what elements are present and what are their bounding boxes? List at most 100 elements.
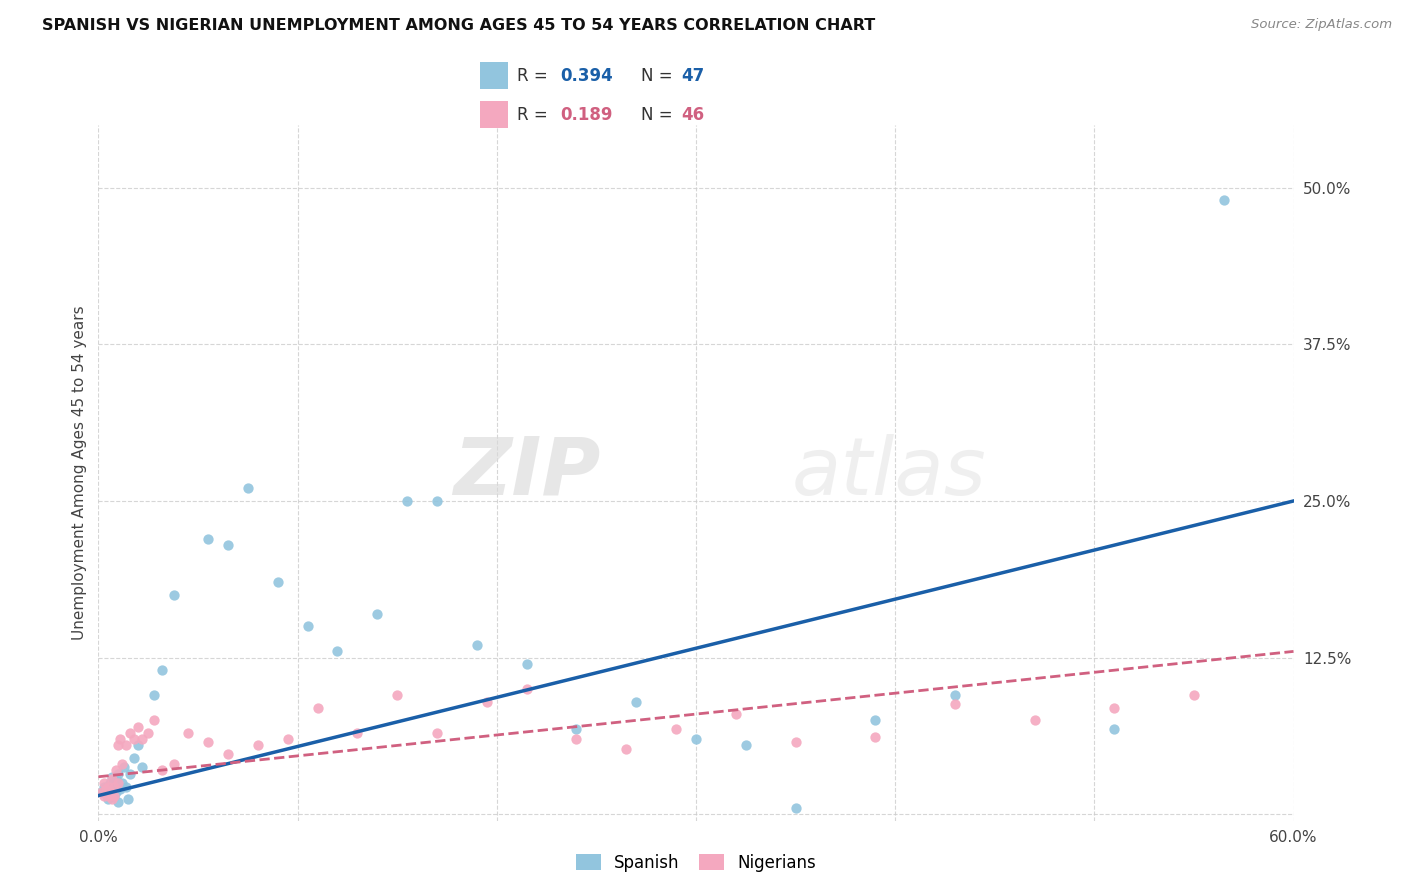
Point bbox=[1024, 714, 1046, 728]
Point bbox=[624, 694, 647, 708]
Point bbox=[105, 785, 128, 799]
Point bbox=[143, 714, 166, 728]
Point bbox=[150, 764, 173, 778]
Point bbox=[475, 694, 498, 708]
Point bbox=[124, 732, 146, 747]
Point bbox=[307, 701, 329, 715]
Point bbox=[103, 780, 125, 794]
Point bbox=[127, 739, 149, 753]
Point bbox=[665, 722, 688, 736]
Point bbox=[107, 795, 129, 809]
Point bbox=[110, 732, 132, 747]
Point bbox=[163, 757, 186, 772]
Point bbox=[105, 764, 128, 778]
Point bbox=[366, 607, 388, 621]
Point bbox=[97, 789, 120, 803]
Point bbox=[297, 619, 319, 633]
Point bbox=[246, 739, 269, 753]
Point bbox=[131, 760, 153, 774]
Text: 47: 47 bbox=[682, 67, 704, 85]
Point bbox=[112, 760, 135, 774]
Text: R =: R = bbox=[517, 105, 554, 123]
Point bbox=[101, 792, 124, 806]
Point bbox=[93, 789, 115, 803]
Point bbox=[465, 638, 488, 652]
Point bbox=[101, 772, 124, 787]
Point bbox=[685, 732, 707, 747]
Text: atlas: atlas bbox=[792, 434, 987, 512]
Point bbox=[111, 757, 134, 772]
Point bbox=[346, 726, 368, 740]
Point bbox=[98, 776, 122, 790]
Point bbox=[136, 726, 159, 740]
Text: 46: 46 bbox=[682, 105, 704, 123]
Point bbox=[277, 732, 299, 747]
Point bbox=[143, 688, 166, 702]
Point bbox=[943, 688, 966, 702]
Point bbox=[103, 780, 125, 794]
Point bbox=[426, 726, 449, 740]
Point bbox=[396, 494, 419, 508]
Point bbox=[96, 782, 118, 797]
Point bbox=[98, 789, 122, 804]
Point bbox=[150, 663, 173, 677]
Legend: Spanish, Nigerians: Spanish, Nigerians bbox=[569, 847, 823, 879]
Point bbox=[120, 726, 142, 740]
Point bbox=[326, 644, 349, 658]
Point bbox=[131, 732, 153, 747]
Text: R =: R = bbox=[517, 67, 554, 85]
Point bbox=[785, 734, 807, 748]
Point bbox=[1182, 688, 1205, 702]
Point bbox=[101, 770, 124, 784]
Point bbox=[197, 734, 219, 748]
Point bbox=[120, 767, 142, 781]
Point bbox=[107, 767, 129, 781]
Text: N =: N = bbox=[641, 67, 678, 85]
Point bbox=[267, 575, 290, 590]
Point bbox=[163, 588, 186, 602]
Text: ZIP: ZIP bbox=[453, 434, 600, 512]
Text: SPANISH VS NIGERIAN UNEMPLOYMENT AMONG AGES 45 TO 54 YEARS CORRELATION CHART: SPANISH VS NIGERIAN UNEMPLOYMENT AMONG A… bbox=[42, 18, 876, 33]
Point bbox=[91, 785, 114, 799]
Point bbox=[724, 707, 747, 722]
Point bbox=[117, 792, 139, 806]
Point bbox=[91, 785, 114, 799]
Point bbox=[177, 726, 200, 740]
Point bbox=[1212, 193, 1234, 207]
Point bbox=[863, 730, 886, 744]
Bar bbox=[481, 62, 508, 89]
Point bbox=[96, 787, 118, 801]
Point bbox=[197, 532, 219, 546]
Point bbox=[785, 801, 807, 815]
Point bbox=[101, 785, 124, 799]
Point bbox=[115, 780, 138, 794]
Point bbox=[93, 776, 115, 790]
Point bbox=[93, 780, 115, 794]
Point bbox=[614, 742, 637, 756]
Point bbox=[565, 722, 588, 736]
Point bbox=[98, 785, 122, 799]
Point bbox=[97, 792, 120, 806]
Text: N =: N = bbox=[641, 105, 678, 123]
Text: 0.394: 0.394 bbox=[561, 67, 613, 85]
Point bbox=[107, 776, 129, 790]
Point bbox=[217, 747, 239, 762]
Point bbox=[943, 697, 966, 711]
Point bbox=[115, 739, 138, 753]
Point bbox=[127, 720, 149, 734]
Point bbox=[111, 776, 134, 790]
Point bbox=[236, 482, 259, 496]
Point bbox=[516, 681, 538, 696]
Point bbox=[565, 732, 588, 747]
Point bbox=[863, 714, 886, 728]
Point bbox=[105, 772, 128, 787]
Point bbox=[1102, 722, 1125, 736]
Y-axis label: Unemployment Among Ages 45 to 54 years: Unemployment Among Ages 45 to 54 years bbox=[72, 305, 87, 640]
Point bbox=[385, 688, 409, 702]
Text: Source: ZipAtlas.com: Source: ZipAtlas.com bbox=[1251, 18, 1392, 31]
Bar bbox=[481, 101, 508, 128]
Point bbox=[110, 782, 132, 797]
Point bbox=[516, 657, 538, 671]
Point bbox=[103, 789, 125, 803]
Point bbox=[217, 538, 239, 552]
